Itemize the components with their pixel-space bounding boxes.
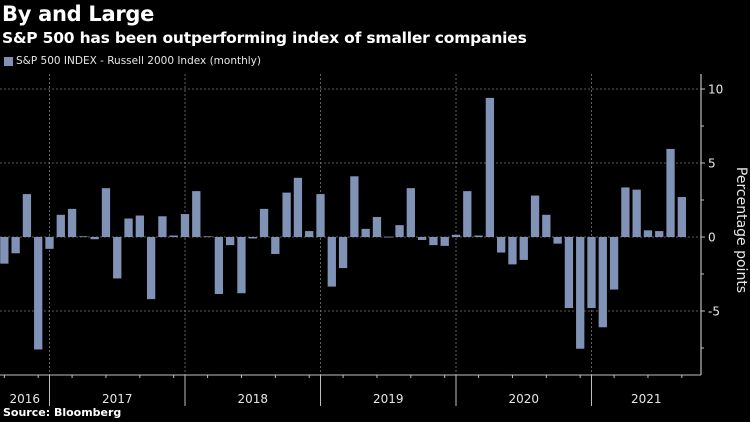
bar <box>417 237 427 240</box>
bar <box>497 237 506 253</box>
bar <box>259 208 269 237</box>
bar <box>316 194 325 237</box>
bar <box>305 231 314 237</box>
legend: S&P 500 INDEX - Russell 2000 Index (mont… <box>4 55 261 67</box>
x-year-label: 2020 <box>508 392 539 406</box>
bar <box>530 195 540 237</box>
bar <box>248 237 257 239</box>
bar <box>609 237 619 290</box>
bar <box>158 216 167 237</box>
bar <box>485 97 495 237</box>
bar <box>56 214 65 237</box>
bar <box>632 189 641 237</box>
bar <box>67 208 77 237</box>
bar <box>350 176 359 237</box>
bar <box>135 215 144 237</box>
bar <box>113 237 122 279</box>
bar <box>90 237 99 240</box>
x-year-label: 2021 <box>631 392 662 406</box>
y-tick-labels: 10 5 0 -5 <box>708 83 723 319</box>
bar <box>338 237 348 269</box>
bar <box>22 194 32 237</box>
x-year-label: 2018 <box>237 392 268 406</box>
bar <box>361 228 370 237</box>
bar <box>180 214 190 237</box>
bar <box>463 191 472 237</box>
bar <box>564 237 574 309</box>
bar <box>655 231 664 237</box>
bar <box>192 191 201 237</box>
bar <box>271 237 280 255</box>
bar <box>621 187 630 237</box>
bar <box>474 235 483 237</box>
chart-title: By and Large <box>2 2 155 26</box>
y-tick-label: -5 <box>708 305 720 319</box>
x-year-label: 2019 <box>373 392 404 406</box>
bar <box>101 188 111 237</box>
y-tick-label: 0 <box>708 231 716 245</box>
bar <box>677 197 686 237</box>
y-axis-label: Percentage points <box>733 167 749 293</box>
bar <box>124 218 133 237</box>
bar <box>451 234 461 237</box>
x-tick-labels: 2016 2017 2018 2019 2020 2021 <box>9 392 661 406</box>
bar <box>146 237 156 300</box>
bar <box>576 237 585 349</box>
axes <box>0 74 705 406</box>
legend-swatch <box>4 56 13 66</box>
bar <box>395 225 404 237</box>
bar <box>45 237 54 249</box>
bar <box>203 236 212 238</box>
bar <box>553 237 562 244</box>
bar <box>226 237 235 246</box>
bar <box>519 237 528 260</box>
bar <box>429 237 438 246</box>
bar <box>598 237 607 328</box>
bar <box>643 230 653 237</box>
x-year-label: 2017 <box>102 392 133 406</box>
bars <box>0 97 686 350</box>
bar <box>214 237 224 294</box>
chart-subtitle: S&P 500 has been outperforming index of … <box>2 29 527 47</box>
y-tick-label: 5 <box>708 157 716 171</box>
bar <box>237 237 246 294</box>
bar <box>384 236 393 238</box>
bar <box>587 237 596 309</box>
bar <box>79 236 88 238</box>
bar <box>542 214 551 237</box>
source-note: Source: Bloomberg <box>3 406 122 419</box>
legend-label: S&P 500 INDEX - Russell 2000 Index (mont… <box>16 55 261 67</box>
bar <box>169 235 178 237</box>
bar <box>406 188 415 237</box>
bar <box>666 148 675 237</box>
bar <box>282 192 291 237</box>
bar <box>372 217 382 237</box>
x-year-label: 2016 <box>9 392 40 406</box>
bar <box>508 237 517 265</box>
bar <box>11 237 20 254</box>
bar <box>440 237 449 246</box>
bar <box>327 237 336 287</box>
bar <box>293 177 303 237</box>
y-tick-label: 10 <box>708 83 723 97</box>
bar <box>0 237 9 264</box>
bar <box>34 237 43 350</box>
